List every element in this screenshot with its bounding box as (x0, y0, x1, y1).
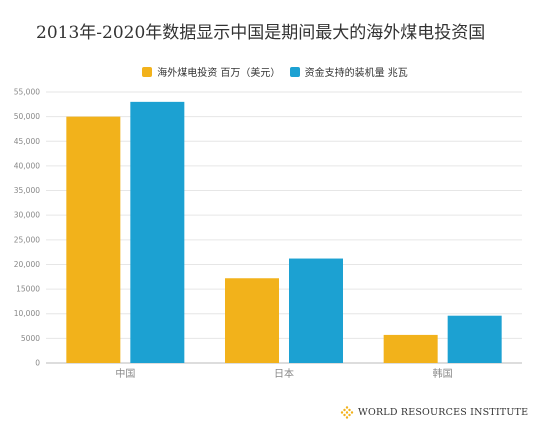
bar (66, 116, 121, 364)
y-tick-label: 5000 (21, 334, 40, 343)
legend-label-capacity: 资金支持的装机量 兆瓦 (304, 68, 408, 79)
y-tick-label: 35,000 (14, 186, 40, 195)
footer: WORLD RESOURCES INSTITUTE (340, 402, 529, 419)
y-tick-label: 20,000 (14, 260, 40, 269)
x-tick-label: 中国 (115, 367, 135, 380)
bar (447, 315, 502, 363)
legend-swatch-capacity (289, 67, 300, 77)
y-tick-label: 55,000 (14, 88, 40, 97)
y-tick-label: 15000 (16, 285, 40, 294)
wri-logo-icon (340, 405, 354, 419)
legend-item-capacity: 资金支持的装机量 兆瓦 (289, 64, 408, 79)
legend-label-investment: 海外煤电投资 百万（美元） (157, 68, 281, 79)
legend-item-investment: 海外煤电投资 百万（美元） (142, 64, 280, 79)
legend: 海外煤电投资 百万（美元） 资金支持的装机量 兆瓦 (0, 64, 550, 79)
legend-swatch-investment (142, 67, 153, 77)
y-tick-label: 30,000 (14, 211, 40, 220)
bar (289, 258, 343, 363)
x-tick-label: 韩国 (433, 367, 453, 380)
x-tick-label: 日本 (274, 367, 294, 380)
y-tick-label: 50,000 (14, 112, 40, 121)
y-tick-label: 25,000 (14, 235, 40, 244)
wri-name: WORLD RESOURCES INSTITUTE (358, 407, 529, 418)
bar (383, 334, 438, 363)
y-tick-label: 45,000 (14, 137, 40, 146)
y-tick-label: 40,000 (14, 161, 40, 170)
y-tick-label: 10,000 (14, 309, 40, 318)
y-tick-label: 0 (35, 359, 40, 368)
bar (225, 278, 279, 363)
chart-title: 2013年-2020年数据显示中国是期间最大的海外煤电投资国 (36, 23, 486, 43)
bar (130, 101, 185, 363)
